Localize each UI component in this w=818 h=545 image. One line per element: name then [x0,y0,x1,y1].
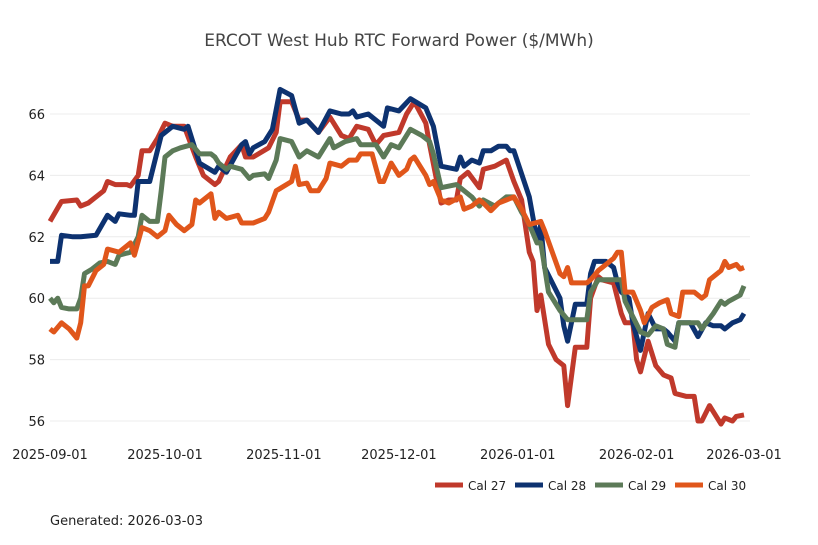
x-axis-ticks: 2025-09-01 2025-10-01 2025-11-01 2025-12-01… [12,448,782,463]
x-tick-label: 2026-01-01 [480,448,556,463]
series-line-cal-30 [48,151,745,341]
legend-item-cal-28[interactable]: Cal 28 [515,479,586,493]
chart-title: ERCOT West Hub RTC Forward Power ($/MWh) [204,31,594,51]
series-line-cal-29 [48,126,747,350]
legend-label: Cal 27 [468,479,506,493]
x-tick-label: 2026-03-01 [706,448,782,463]
legend-item-cal-27[interactable]: Cal 27 [435,479,506,493]
x-tick-label: 2025-11-01 [246,448,322,463]
generated-date: Generated: 2026-03-03 [50,514,203,529]
series-line-cal-27 [47,99,745,427]
y-tick-label: 64 [28,169,45,184]
legend-label: Cal 29 [628,479,666,493]
legend-item-cal-30[interactable]: Cal 30 [675,479,746,493]
legend: Cal 27 Cal 28 Cal 29 Cal 30 [435,479,746,493]
y-tick-label: 66 [28,108,45,123]
series-lines [47,86,747,427]
series-line-cal-28 [50,86,747,353]
y-tick-label: 58 [28,354,45,369]
y-tick-label: 62 [28,231,45,246]
x-tick-label: 2025-12-01 [361,448,437,463]
legend-label: Cal 28 [548,479,586,493]
x-tick-label: 2025-09-01 [12,448,88,463]
legend-item-cal-29[interactable]: Cal 29 [595,479,666,493]
x-tick-label: 2026-02-01 [599,448,675,463]
y-axis-ticks: 56 58 60 62 64 66 [28,108,45,430]
legend-label: Cal 30 [708,479,746,493]
y-tick-label: 60 [28,292,45,307]
x-tick-label: 2025-10-01 [127,448,203,463]
y-tick-label: 56 [28,415,45,430]
